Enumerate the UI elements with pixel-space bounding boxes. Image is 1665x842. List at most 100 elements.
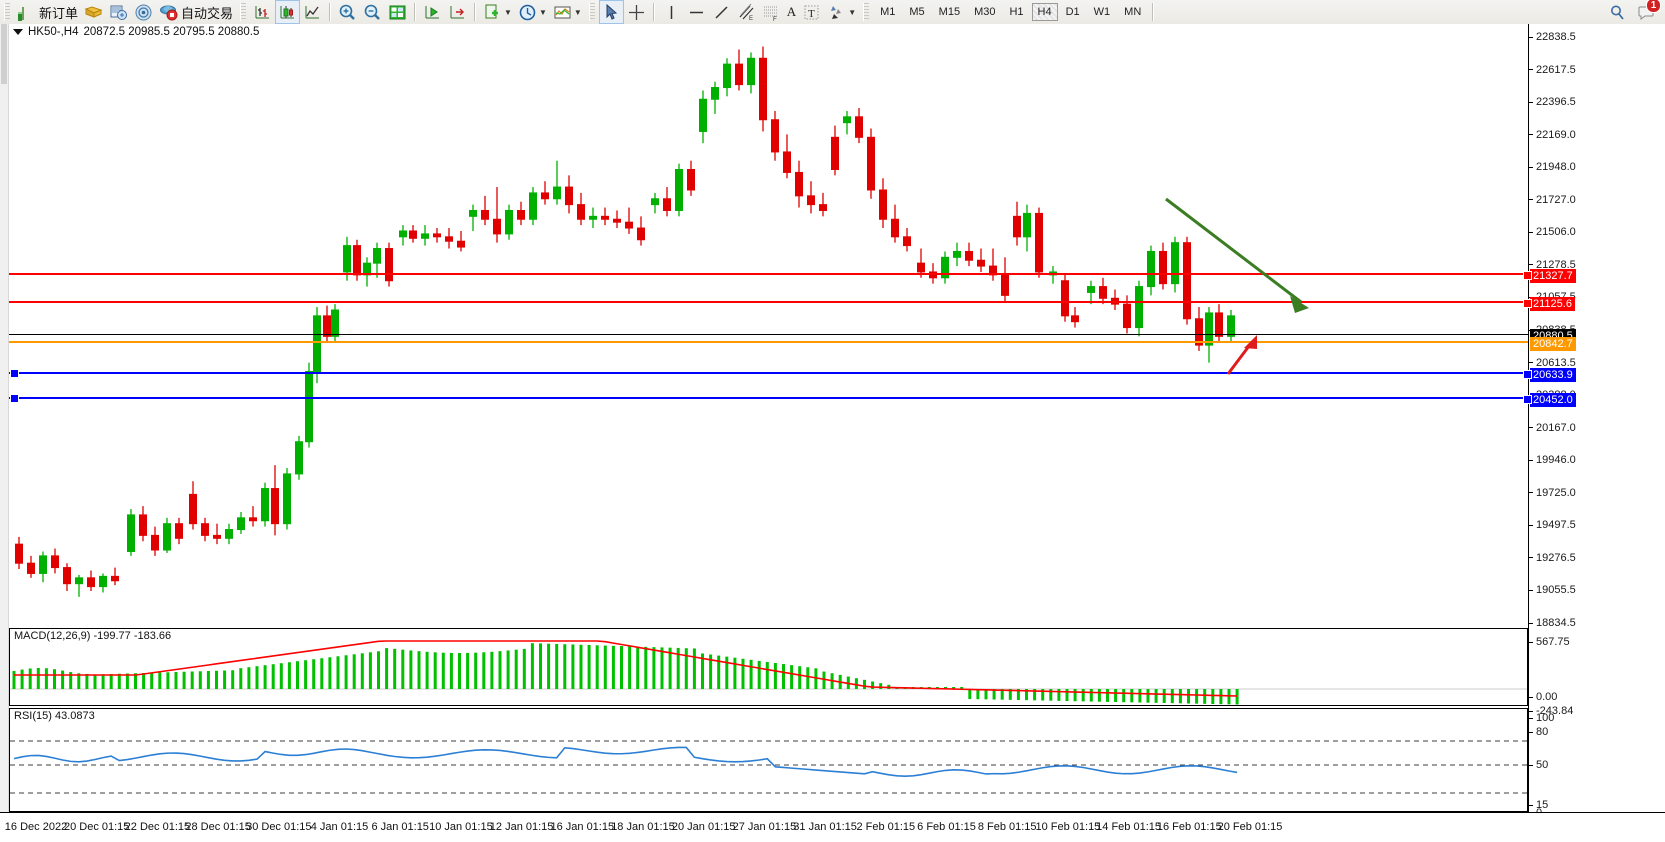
support-level-2-handle[interactable] (10, 394, 19, 403)
equidistant-channel-tool[interactable]: E (734, 1, 759, 23)
time-tick: 20 Jan 01:15 (671, 821, 736, 833)
price-tick: 19946.0 (1529, 454, 1576, 466)
price-axis[interactable]: 22838.5 22617.5 22396.5 22169.0 21948.0 21727… (1523, 24, 1665, 819)
horizontal-line-tool[interactable] (684, 1, 709, 23)
time-tick: 6 Jan 01:15 (371, 821, 429, 833)
template-add-icon (485, 4, 499, 18)
time-tick: 10 Jan 01:15 (429, 821, 493, 833)
price-tick: 21506.0 (1529, 226, 1576, 238)
timeframe-h1[interactable]: H1 (1009, 6, 1024, 18)
periodicity-button[interactable]: ▼ (515, 1, 550, 23)
fibonacci-icon: F (763, 6, 778, 22)
collapse-triangle-icon[interactable] (13, 29, 23, 35)
text-tool[interactable]: A (784, 1, 799, 23)
resistance-level-2-handle[interactable] (1523, 299, 1532, 308)
trendline-tool[interactable] (709, 1, 734, 23)
chevron-down-icon-4[interactable]: ▼ (848, 7, 857, 17)
rsi-pane[interactable]: RSI(15) 43.0873 (9, 708, 1528, 812)
time-tick: 28 Dec 01:15 (185, 821, 251, 833)
resistance-level-2-label[interactable]: 21125.6 (1530, 297, 1575, 311)
resistance-level-1-handle[interactable] (1523, 271, 1532, 280)
macd-title: MACD(12,26,9) -199.77 -183.66 (14, 630, 172, 642)
timeframe-d1[interactable]: D1 (1065, 6, 1080, 18)
scrollbar-thumb[interactable] (1, 24, 7, 84)
notifications-button[interactable]: 1 (1634, 0, 1661, 23)
zoom-in-button[interactable] (335, 1, 360, 23)
templates-button[interactable]: ▼ (480, 1, 515, 23)
svg-text:T: T (808, 8, 815, 20)
support-level-1-handle-right[interactable] (1523, 370, 1532, 379)
toolbar-grip-4[interactable] (863, 3, 870, 21)
auto-trading-button[interactable]: 自动交易 (156, 1, 236, 23)
chevron-down-icon[interactable]: ▼ (504, 7, 512, 17)
timeframe-group: M1 M5 M15 M30 H1 H4 D1 W1 MN (873, 3, 1148, 21)
time-tick: 6 Feb 01:15 (917, 821, 976, 833)
indicators-icon (554, 6, 571, 18)
fibonacci-tool[interactable]: F (759, 1, 784, 23)
auto-scroll-icon (425, 5, 440, 18)
support-level-1-handle[interactable] (10, 369, 19, 378)
chart-shift-button[interactable] (445, 1, 470, 23)
candlestick-icon (280, 5, 295, 18)
bar-chart-icon (255, 5, 270, 18)
indicators-button[interactable]: ▼ (550, 1, 585, 23)
search-button[interactable] (1605, 1, 1630, 23)
new-order-button[interactable]: 新订单 (14, 1, 81, 23)
svg-text:F: F (773, 17, 777, 22)
pivot-level-label[interactable]: 20842.7 (1530, 337, 1576, 351)
bar-chart-button[interactable] (250, 1, 275, 23)
timeframe-mn[interactable]: MN (1124, 6, 1142, 18)
vertical-line-tool[interactable] (659, 1, 684, 23)
auto-scroll-button[interactable] (420, 1, 445, 23)
zoom-in-icon (339, 4, 355, 20)
macd-pane[interactable]: MACD(12,26,9) -199.77 -183.66 (9, 628, 1528, 706)
time-tick: 22 Dec 01:15 (124, 821, 191, 833)
time-axis[interactable]: 16 Dec 2022 20 Dec 01:15 22 Dec 01:15 28 De… (0, 812, 1665, 842)
price-pane[interactable]: HK50-,H4 20872.5 20985.5 20795.5 20880.5 (9, 24, 1528, 628)
crosshair-tool[interactable] (624, 1, 649, 23)
candlestick-series (15, 46, 1235, 597)
chevron-down-icon-3[interactable]: ▼ (573, 7, 582, 17)
resistance-level-1-label[interactable]: 21327.7 (1530, 269, 1576, 283)
macd-tick: 567.75 (1529, 636, 1570, 648)
timeframe-m30[interactable]: M30 (974, 6, 996, 18)
price-tick: 19497.5 (1529, 519, 1576, 531)
candlestick-chart-button[interactable] (275, 0, 301, 24)
channel-icon: E (739, 3, 754, 22)
timeframe-m5[interactable]: M5 (909, 6, 925, 18)
chart-plot[interactable]: HK50-,H4 20872.5 20985.5 20795.5 20880.5 (9, 24, 1528, 812)
toolbar-grip-3[interactable] (588, 3, 595, 21)
vertical-scrollbar[interactable] (0, 24, 9, 812)
price-tick: 19276.5 (1529, 552, 1576, 564)
history-button[interactable] (81, 1, 106, 23)
time-tick: 27 Jan 01:15 (732, 821, 797, 833)
line-chart-button[interactable] (300, 1, 325, 23)
price-tick: 20613.5 (1529, 357, 1576, 369)
notification-badge: 1 (1646, 0, 1661, 13)
cursor-tool[interactable] (598, 0, 624, 24)
rsi-tick: 15 (1529, 799, 1548, 811)
price-tick: 21727.0 (1529, 194, 1576, 206)
toolbar-grip-2[interactable] (240, 3, 247, 21)
text-label-tool[interactable]: T (799, 1, 824, 23)
support-level-2-handle-right[interactable] (1523, 395, 1532, 404)
timeframe-h4[interactable]: H4 (1031, 3, 1058, 21)
timeframe-w1[interactable]: W1 (1093, 6, 1111, 18)
data-window-button[interactable] (106, 1, 131, 23)
macd-series (10, 640, 1527, 705)
support-level-2-label[interactable]: 20452.0 (1530, 393, 1576, 407)
support-level-1-label[interactable]: 20633.9 (1530, 368, 1576, 382)
timeframe-m1[interactable]: M1 (880, 6, 896, 18)
tile-windows-icon (389, 5, 406, 19)
chevron-down-icon-2[interactable]: ▼ (538, 7, 547, 17)
timeframe-m15[interactable]: M15 (938, 6, 961, 18)
zoom-out-button[interactable] (360, 1, 385, 23)
toolbar-grip[interactable] (4, 3, 10, 21)
signals-button[interactable] (131, 1, 156, 23)
tile-windows-button[interactable] (385, 1, 410, 23)
price-tick: 22396.5 (1529, 96, 1576, 108)
price-tick: 20167.0 (1529, 422, 1576, 434)
new-order-icon (18, 6, 24, 21)
objects-list-button[interactable]: ▼ (824, 1, 859, 23)
